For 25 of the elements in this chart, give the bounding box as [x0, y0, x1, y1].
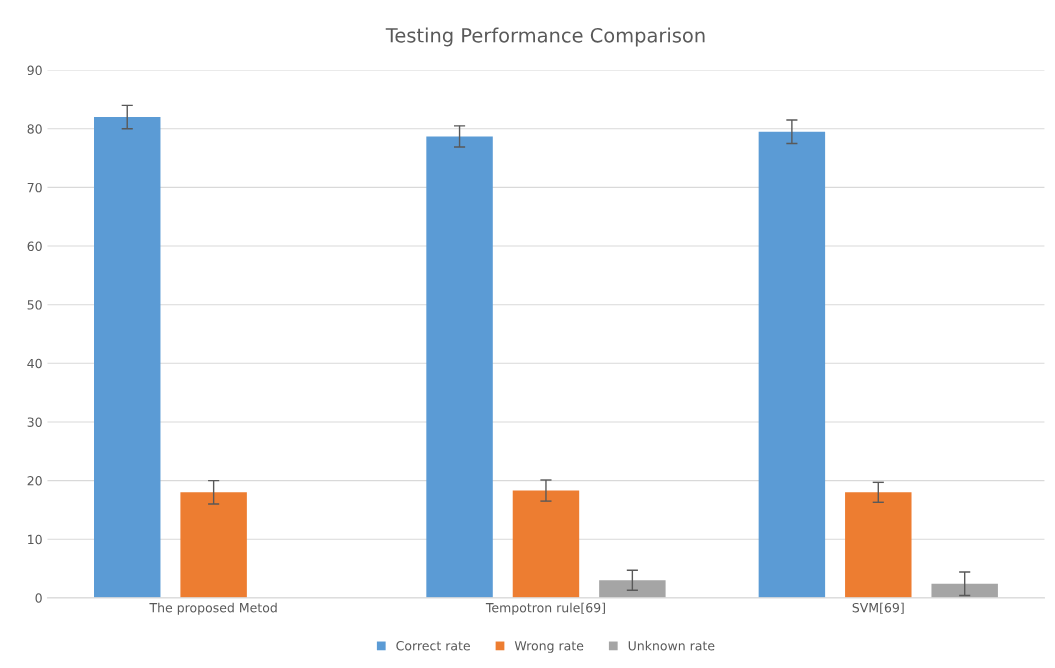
- y-tick-label: 60: [27, 241, 42, 251]
- legend-label: Correct rate: [396, 640, 470, 651]
- y-tick-label: 20: [27, 476, 42, 486]
- bar: [599, 580, 666, 598]
- legend-label: Wrong rate: [514, 641, 584, 653]
- x-tick-label: The proposed Metod: [149, 602, 277, 615]
- bar: [931, 583, 998, 598]
- y-tick-label: 40: [27, 358, 42, 369]
- y-tick-label: 50: [27, 300, 42, 310]
- y-tick-label: 70: [27, 182, 42, 193]
- chart-title: Testing Performance Comparison: [385, 27, 705, 47]
- y-tick-label: 0: [35, 593, 42, 603]
- y-tick-label: 80: [27, 124, 42, 134]
- bar: [426, 136, 493, 598]
- legend-label: Unknown rate: [628, 640, 715, 651]
- bar: [512, 490, 580, 598]
- bar: [758, 131, 826, 598]
- bar: [180, 492, 247, 598]
- y-tick-label: 10: [28, 534, 42, 545]
- y-tick-label: 30: [27, 417, 42, 427]
- bar: [94, 117, 161, 598]
- x-tick-label: SVM[69]: [852, 602, 904, 614]
- y-tick-label: 90: [27, 65, 42, 76]
- bar: [845, 492, 912, 598]
- x-tick-label: Tempotron rule[69]: [485, 602, 605, 615]
